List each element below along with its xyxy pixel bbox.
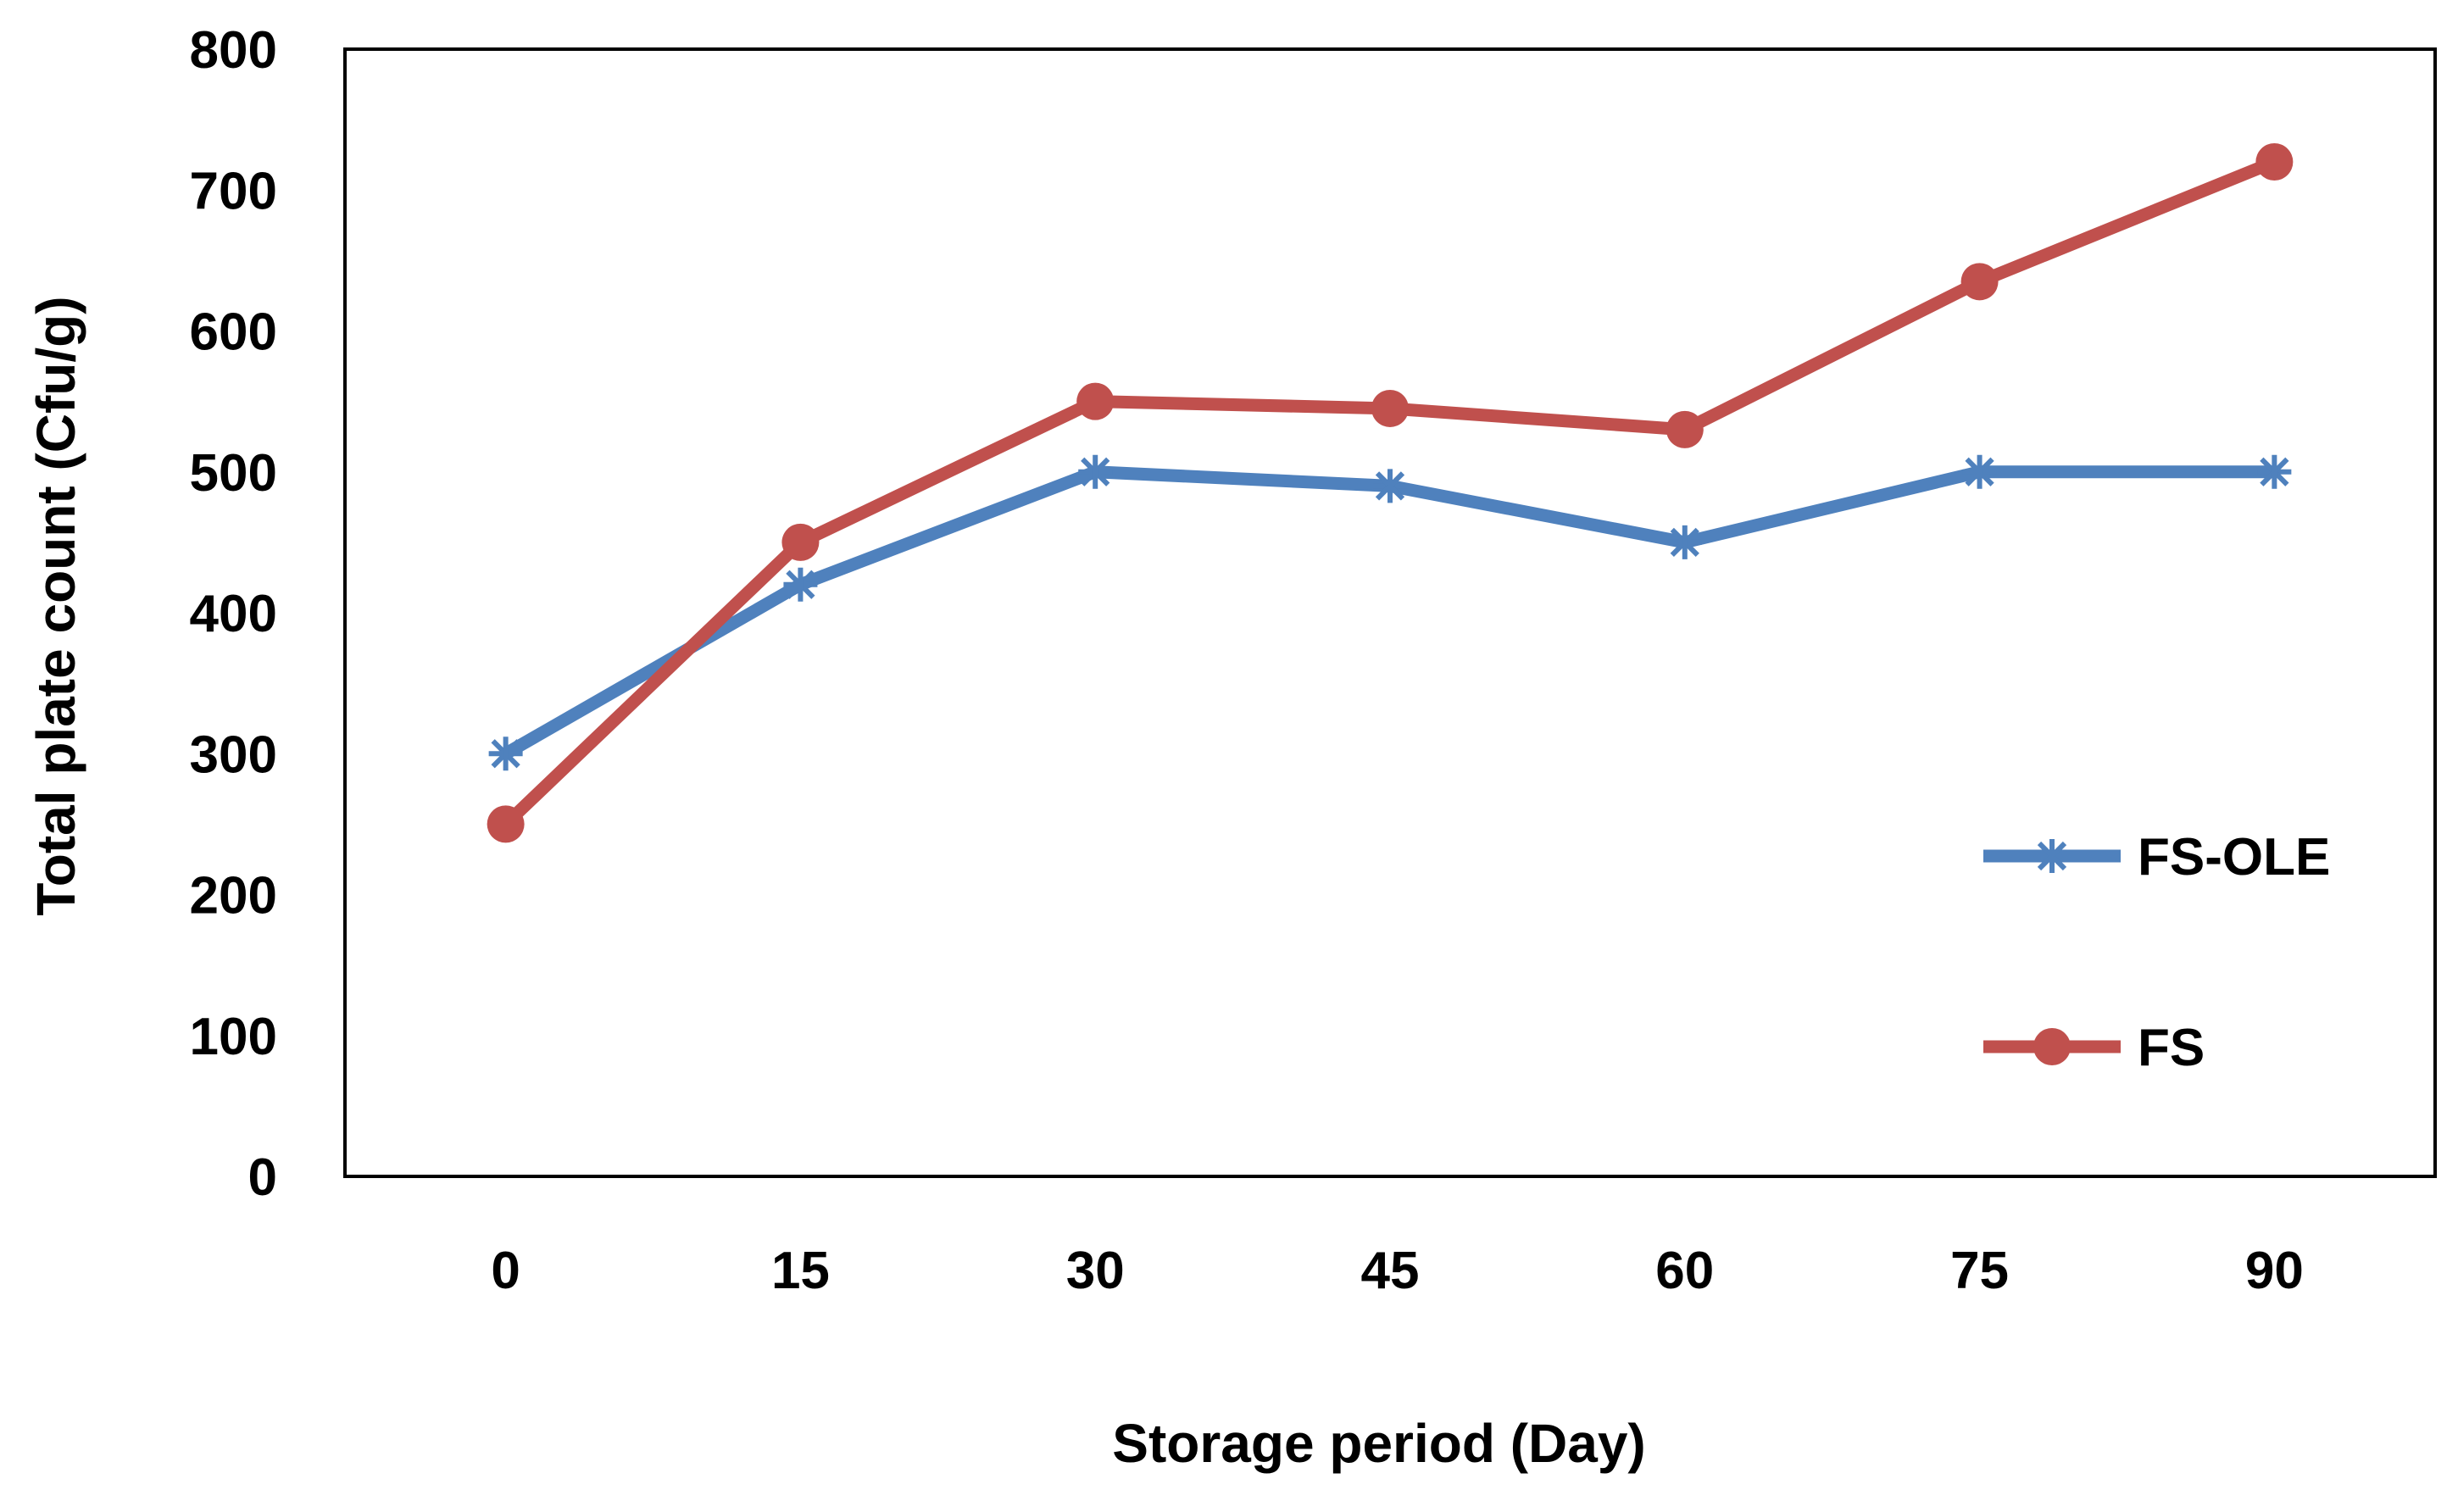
legend-item-fs-ole: FS-OLE (1983, 828, 2330, 887)
data-point-fs (487, 805, 525, 843)
data-point-fs-ole (1667, 525, 1702, 559)
y-tick-label: 200 (190, 867, 277, 926)
y-tick-label: 500 (190, 444, 277, 503)
legend: FS-OLE FS (1983, 828, 2330, 1077)
data-point-fs (1076, 382, 1115, 420)
legend-label: FS-OLE (2138, 828, 2330, 887)
x-tick-label: 45 (1361, 1242, 1420, 1300)
data-point-fs (781, 523, 820, 561)
series-fs-ole (488, 454, 2292, 771)
data-point-fs (1960, 263, 1999, 301)
data-point-fs-ole (1962, 454, 1997, 489)
y-tick-label: 0 (248, 1148, 277, 1207)
y-tick-label: 400 (190, 585, 277, 643)
x-tick-label: 75 (1950, 1242, 2009, 1300)
x-tick-label: 90 (2245, 1242, 2304, 1300)
y-tick-label: 800 (190, 21, 277, 80)
legend-marker (2035, 839, 2069, 873)
data-point-fs (2255, 143, 2294, 181)
x-tick-label: 15 (771, 1242, 830, 1300)
y-axis-title: Total plate count (Cfu/g) (25, 296, 86, 915)
series-fs (487, 143, 2294, 843)
data-point-fs (1371, 389, 1409, 427)
y-tick-label: 600 (190, 303, 277, 362)
data-point-fs-ole (1078, 454, 1113, 489)
data-point-fs-ole (2257, 454, 2292, 489)
series-line-fs-ole (499, 465, 2281, 760)
data-point-fs (1666, 410, 1704, 448)
x-tick-label: 30 (1066, 1242, 1125, 1300)
y-tick-label: 100 (190, 1008, 277, 1066)
data-point-fs-ole (1373, 469, 1407, 503)
series-layer (487, 143, 2294, 843)
data-point-fs-ole (488, 737, 523, 771)
data-point-fs-ole (783, 567, 818, 602)
plot-area-border (343, 47, 2437, 1178)
legend-label: FS (2138, 1019, 2205, 1077)
x-axis-title: Storage period (Day) (1112, 1413, 1645, 1474)
axes-layer: 0 100 200 300 400 500 600 700 800 0 15 30 45 60 75 90 (190, 21, 2437, 1300)
y-tick-label: 700 (190, 162, 277, 220)
y-tick-label: 300 (190, 725, 277, 784)
legend-marker (2033, 1028, 2071, 1065)
x-tick-label: 60 (1655, 1242, 1714, 1300)
legend-item-fs: FS (1983, 1019, 2205, 1077)
x-tick-label: 0 (491, 1242, 520, 1300)
